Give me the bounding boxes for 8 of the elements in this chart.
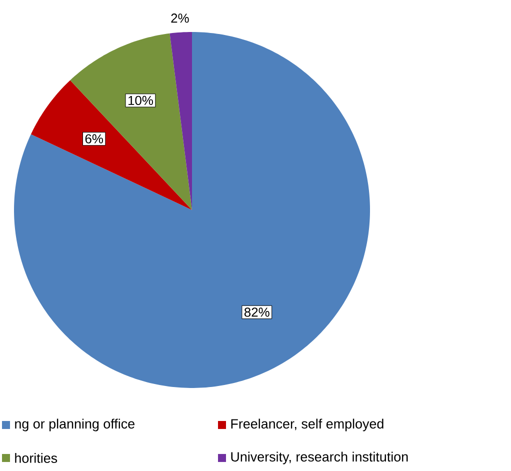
legend-label: ng or planning office: [15, 418, 134, 432]
data-label: 10%: [128, 96, 153, 106]
legend-label: University, research institution: [231, 452, 408, 464]
data-label: 2%: [171, 14, 189, 23]
data-label: 6%: [85, 134, 103, 144]
legend-label: horities: [15, 453, 58, 463]
data-label: 82%: [244, 308, 270, 317]
legend-label: Freelancer, self employed: [231, 418, 384, 432]
